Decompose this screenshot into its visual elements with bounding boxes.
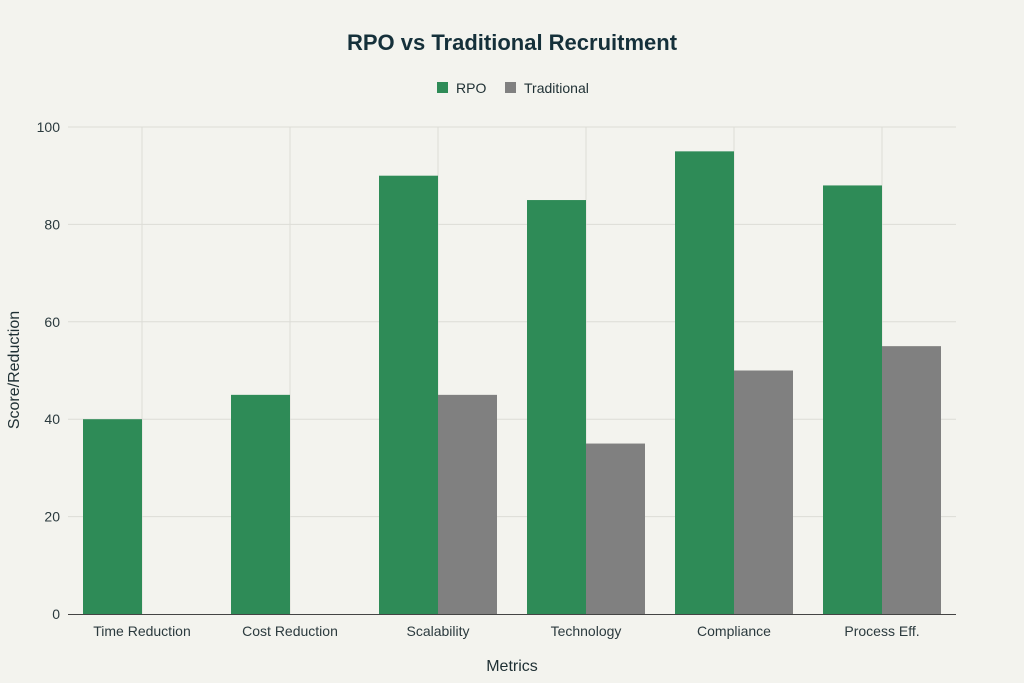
x-tick-label: Cost Reduction — [242, 623, 338, 639]
bars — [83, 151, 941, 615]
legend-label-traditional: Traditional — [524, 80, 589, 96]
y-tick-label: 60 — [44, 314, 60, 330]
bar-traditional — [882, 346, 941, 614]
bar-rpo — [823, 185, 882, 614]
x-axis-title: Metrics — [486, 658, 538, 675]
chart-title: RPO vs Traditional Recruitment — [347, 30, 678, 55]
gridlines — [68, 126, 956, 614]
x-tick-label: Process Eff. — [844, 623, 919, 639]
legend-label-rpo: RPO — [456, 80, 486, 96]
bar-rpo — [527, 200, 586, 615]
x-tick-label: Scalability — [406, 623, 469, 639]
bar-rpo — [379, 175, 438, 614]
ticks: 0 20 40 60 80 100 Time Reduction Cost Reduction… — [37, 119, 920, 639]
y-tick-label: 40 — [44, 411, 60, 427]
y-tick-label: 100 — [37, 119, 61, 135]
legend-swatch-traditional — [505, 82, 516, 93]
y-tick-label: 0 — [52, 606, 60, 622]
bar-rpo — [675, 151, 734, 614]
legend-swatch-rpo — [437, 82, 448, 93]
bar-rpo — [231, 394, 290, 614]
bar-traditional — [586, 443, 645, 614]
x-tick-label: Time Reduction — [93, 623, 191, 639]
y-tick-label: 80 — [44, 216, 60, 232]
x-tick-label: Technology — [551, 623, 622, 639]
y-tick-label: 20 — [44, 509, 60, 525]
bar-traditional — [734, 370, 793, 614]
bar-traditional — [438, 394, 497, 614]
bar-rpo — [83, 419, 142, 614]
y-axis-title: Score/Reduction — [6, 311, 23, 429]
legend: RPO Traditional — [437, 80, 589, 96]
x-tick-label: Compliance — [697, 623, 771, 639]
